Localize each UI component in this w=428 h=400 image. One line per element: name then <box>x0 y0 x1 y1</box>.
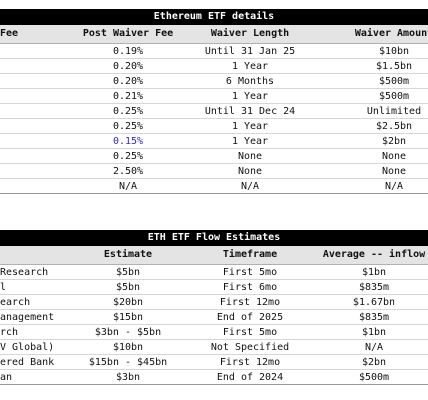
waiver-amount-cell: $2.5bn <box>375 121 413 132</box>
average-inflow-cell: N/A <box>364 342 384 353</box>
table-title: ETH ETF Flow Estimates <box>0 230 428 246</box>
waiver-amount-cell: None <box>381 166 407 177</box>
waiver-amount-cell: $500m <box>378 76 410 87</box>
waiver-length-cell: 1 Year <box>231 91 269 102</box>
post-waiver-fee-cell: 0.25% <box>112 106 144 117</box>
table-row: 0.20% 1 Year $1.5bn <box>0 59 428 74</box>
timeframe-cell: First 12mo <box>219 297 281 308</box>
header-fee: Fee <box>0 28 19 39</box>
waiver-amount-cell: $10bn <box>378 46 410 57</box>
post-waiver-fee-cell: 0.20% <box>112 76 144 87</box>
source-cell: an <box>0 372 13 383</box>
average-inflow-cell: $1bn <box>361 267 387 278</box>
average-inflow-cell: $835m <box>358 282 390 293</box>
eth-etf-details-table: Ethereum ETF details Fee Post Waiver Fee… <box>0 9 428 194</box>
waiver-length-cell: 1 Year <box>231 121 269 132</box>
timeframe-cell: First 5mo <box>222 327 278 338</box>
table-row: 0.15% 1 Year $2bn <box>0 134 428 149</box>
average-inflow-cell: $500m <box>358 372 390 383</box>
timeframe-cell: First 5mo <box>222 267 278 278</box>
header-waiver-amount: Waiver Amount <box>354 28 428 39</box>
post-waiver-fee-cell: 0.19% <box>112 46 144 57</box>
post-waiver-fee-cell: 0.15% <box>112 136 144 147</box>
source-cell: anagement <box>0 312 55 323</box>
table-header-row: Fee Post Waiver Fee Waiver Length Waiver… <box>0 25 428 44</box>
source-cell: earch <box>0 297 31 308</box>
waiver-length-cell: None <box>237 151 263 162</box>
waiver-length-cell: None <box>237 166 263 177</box>
table-header-row: Estimate Timeframe Average -- inflow <box>0 246 428 265</box>
header-average-inflow: Average -- inflow <box>322 249 426 260</box>
waiver-amount-cell: None <box>381 151 407 162</box>
source-cell: rch <box>0 327 19 338</box>
table-row: ered Bank $15bn - $45bn First 12mo $2bn <box>0 355 428 370</box>
table-row: l $5bn First 6mo $835m <box>0 280 428 295</box>
waiver-length-cell: 1 Year <box>231 61 269 72</box>
table-row: 0.25% 1 Year $2.5bn <box>0 119 428 134</box>
waiver-length-cell: N/A <box>240 181 260 192</box>
table-title: Ethereum ETF details <box>0 9 428 25</box>
waiver-length-cell: 1 Year <box>231 136 269 147</box>
table-row: anagement $15bn End of 2025 $835m <box>0 310 428 325</box>
table-row: 0.25% Until 31 Dec 24 Unlimited <box>0 104 428 119</box>
waiver-length-cell: 6 Months <box>225 76 275 87</box>
estimate-cell: $15bn <box>112 312 144 323</box>
average-inflow-cell: $1.67bn <box>352 297 396 308</box>
waiver-amount-cell: $2bn <box>381 136 407 147</box>
header-waiver-length: Waiver Length <box>210 28 290 39</box>
waiver-length-cell: Until 31 Dec 24 <box>204 106 296 117</box>
source-cell: ered Bank <box>0 357 55 368</box>
post-waiver-fee-cell: 0.20% <box>112 61 144 72</box>
post-waiver-fee-cell: 0.21% <box>112 91 144 102</box>
source-cell: V Global) <box>0 342 55 353</box>
table-row: 0.20% 6 Months $500m <box>0 74 428 89</box>
timeframe-cell: End of 2025 <box>216 312 284 323</box>
timeframe-cell: End of 2024 <box>216 372 284 383</box>
post-waiver-fee-cell: 2.50% <box>112 166 144 177</box>
table-row: 2.50% None None <box>0 164 428 179</box>
estimate-cell: $3bn - $5bn <box>94 327 162 338</box>
average-inflow-cell: $1bn <box>361 327 387 338</box>
estimate-cell: $20bn <box>112 297 144 308</box>
table-row: Research $5bn First 5mo $1bn <box>0 265 428 280</box>
source-cell: Research <box>0 267 49 278</box>
table-row: N/A N/A N/A <box>0 179 428 194</box>
source-cell: l <box>0 282 7 293</box>
table-row: 0.21% 1 Year $500m <box>0 89 428 104</box>
table-row: 0.19% Until 31 Jan 25 $10bn <box>0 44 428 59</box>
table-row: an $3bn End of 2024 $500m <box>0 370 428 385</box>
table-row: V Global) $10bn Not Specified N/A <box>0 340 428 355</box>
header-estimate: Estimate <box>103 249 153 260</box>
waiver-amount-cell: $1.5bn <box>375 61 413 72</box>
header-post-waiver-fee: Post Waiver Fee <box>82 28 174 39</box>
estimate-cell: $3bn <box>115 372 141 383</box>
table-body: 0.19% Until 31 Jan 25 $10bn 0.20% 1 Year $1.5… <box>0 44 428 194</box>
eth-etf-flow-estimates-table: ETH ETF Flow Estimates Estimate Timefram… <box>0 230 428 385</box>
post-waiver-fee-cell: N/A <box>118 181 138 192</box>
timeframe-cell: First 12mo <box>219 357 281 368</box>
estimate-cell: $5bn <box>115 282 141 293</box>
post-waiver-fee-cell: 0.25% <box>112 151 144 162</box>
table-row: earch $20bn First 12mo $1.67bn <box>0 295 428 310</box>
waiver-amount-cell: N/A <box>384 181 404 192</box>
waiver-amount-cell: $500m <box>378 91 410 102</box>
waiver-amount-cell: Unlimited <box>366 106 422 117</box>
waiver-length-cell: Until 31 Jan 25 <box>204 46 296 57</box>
header-timeframe: Timeframe <box>222 249 278 260</box>
timeframe-cell: Not Specified <box>210 342 290 353</box>
estimate-cell: $10bn <box>112 342 144 353</box>
post-waiver-fee-cell: 0.25% <box>112 121 144 132</box>
timeframe-cell: First 6mo <box>222 282 278 293</box>
estimate-cell: $15bn - $45bn <box>88 357 168 368</box>
table-row: 0.25% None None <box>0 149 428 164</box>
estimate-cell: $5bn <box>115 267 141 278</box>
table-body: Research $5bn First 5mo $1bn l $5bn First 6mo $… <box>0 265 428 385</box>
average-inflow-cell: $2bn <box>361 357 387 368</box>
average-inflow-cell: $835m <box>358 312 390 323</box>
table-row: rch $3bn - $5bn First 5mo $1bn <box>0 325 428 340</box>
